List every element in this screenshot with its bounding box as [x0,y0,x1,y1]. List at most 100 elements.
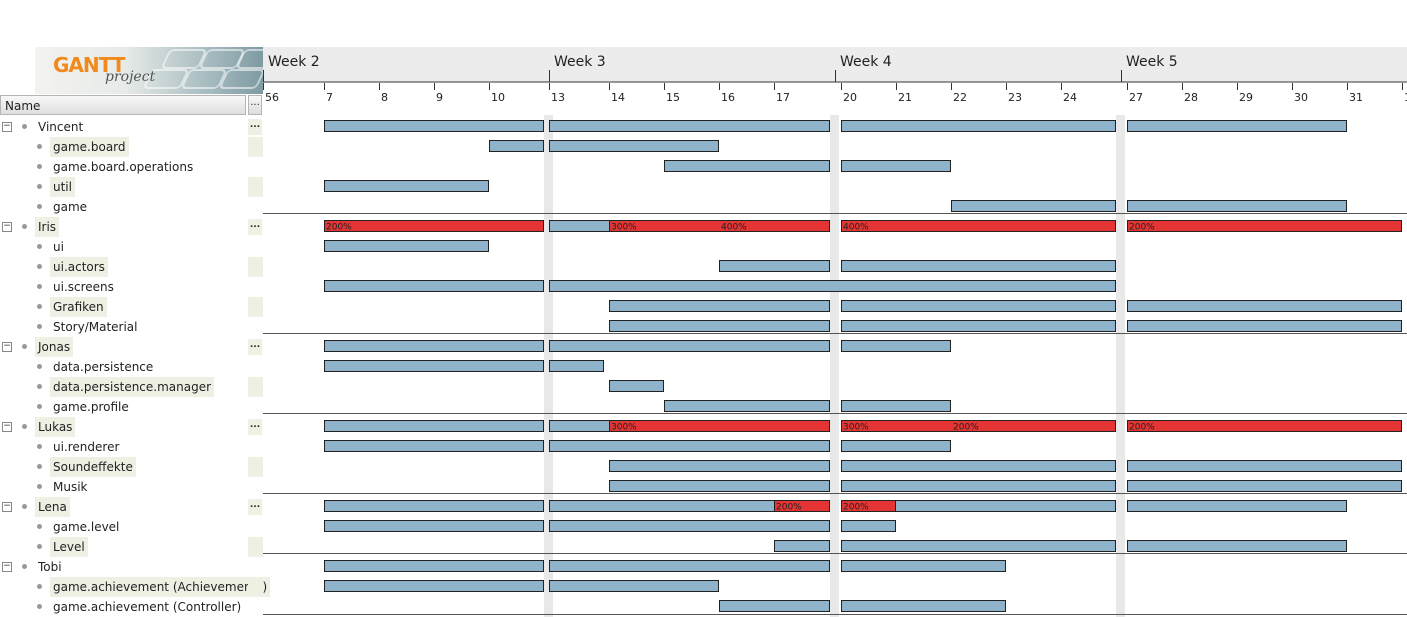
task-name[interactable]: Story/Material [53,320,138,334]
task-bar[interactable] [1127,320,1402,332]
task-bar[interactable] [609,320,830,332]
task-bar[interactable] [324,580,544,592]
task-bar[interactable] [324,280,544,292]
row-options-button[interactable]: ... [248,339,262,355]
task-bar[interactable] [324,420,544,432]
task-bar[interactable] [841,600,1006,612]
task-bar[interactable] [1127,540,1347,552]
task-name[interactable]: Jonas [35,337,74,357]
task-bar[interactable] [549,280,1116,292]
task-bar[interactable] [774,540,830,552]
row-options-button[interactable]: ... [248,119,262,135]
task-row[interactable]: game.achievement (Controller) [0,597,263,617]
task-bar[interactable] [549,340,830,352]
gantt-chart-area[interactable]: Week 2 Week 3 Week 4 Week 5 56 7 8 9 10 13 14 15 16 1… [263,0,1407,617]
task-bar[interactable] [719,600,830,612]
task-bar[interactable] [1127,480,1402,492]
task-name[interactable]: ui.actors [50,257,108,277]
task-bar[interactable] [841,540,1116,552]
column-options-button[interactable]: ... [248,95,262,115]
task-row[interactable]: data.persistence [0,357,263,377]
collapse-icon[interactable]: − [2,561,12,572]
collapse-icon[interactable]: − [2,341,12,352]
task-bar[interactable] [324,440,544,452]
collapse-icon[interactable]: − [2,221,12,232]
task-bar[interactable] [841,560,1006,572]
task-name[interactable]: Iris [35,217,60,237]
task-bar[interactable] [609,480,830,492]
task-bar[interactable] [1127,200,1347,212]
task-bar[interactable] [841,120,1116,132]
task-name[interactable]: Musik [53,480,88,494]
task-name[interactable]: game [53,200,88,214]
task-row[interactable]: game.achievement (Achievements) [0,577,271,597]
row-options-button[interactable]: ... [248,499,262,515]
task-bar[interactable] [609,300,830,312]
task-bar[interactable] [1127,500,1347,512]
task-row[interactable]: − Lena... [0,497,263,517]
task-bar[interactable] [841,460,1116,472]
task-row[interactable]: Grafiken [0,297,263,317]
task-bar[interactable] [664,160,830,172]
task-bar[interactable] [841,160,951,172]
task-bar[interactable] [841,440,951,452]
row-options-button[interactable]: ... [248,419,262,435]
task-bar[interactable] [549,360,604,372]
task-name[interactable]: game.board.operations [53,160,194,174]
task-name[interactable]: game.profile [53,400,129,414]
task-bar[interactable] [609,460,830,472]
task-bar[interactable] [489,140,544,152]
task-name[interactable]: util [50,177,75,197]
task-bar[interactable] [1127,120,1347,132]
task-name[interactable]: Lena [35,497,70,517]
task-row[interactable]: ui.actors [0,257,263,277]
task-bar[interactable] [549,560,830,572]
task-row[interactable]: − Jonas... [0,337,263,357]
task-name[interactable]: ui.renderer [53,440,120,454]
task-name[interactable]: Vincent [38,120,84,134]
task-row[interactable]: game.board [0,137,263,157]
task-row[interactable]: − Tobi [0,557,263,577]
row-options-button[interactable]: ... [248,219,262,235]
task-bar[interactable] [324,500,544,512]
task-bar[interactable] [324,520,544,532]
collapse-icon[interactable]: − [2,421,12,432]
task-name[interactable]: data.persistence [53,360,154,374]
task-name[interactable]: game.achievement (Controller) [53,600,242,614]
task-name[interactable]: Soundeffekte [50,457,136,477]
task-row[interactable]: ui [0,237,263,257]
task-bar[interactable] [324,180,489,192]
gantt-chart-svg[interactable]: Week 2 Week 3 Week 4 Week 5 56 7 8 9 10 13 14 15 16 1… [263,0,1407,617]
task-bar[interactable] [841,400,951,412]
task-row[interactable]: Musik [0,477,263,497]
task-bar[interactable] [549,140,719,152]
task-name[interactable]: Grafiken [50,297,107,317]
task-bar[interactable] [841,340,951,352]
task-bar[interactable] [841,320,1116,332]
task-bar[interactable] [324,240,489,252]
task-bar[interactable] [1127,460,1402,472]
task-row[interactable]: − Lukas... [0,417,263,437]
collapse-icon[interactable]: − [2,501,12,512]
task-bar[interactable] [549,520,830,532]
task-bar[interactable] [324,120,544,132]
task-name[interactable]: data.persistence.manager [50,377,215,397]
task-row[interactable]: game.level [0,517,263,537]
task-row[interactable]: game.board.operations [0,157,263,177]
task-name[interactable]: game.level [53,520,120,534]
task-name[interactable]: game.board [50,137,129,157]
task-bar[interactable] [549,440,830,452]
task-row[interactable]: ui.screens [0,277,263,297]
task-row[interactable]: util [0,177,263,197]
task-bar[interactable] [324,340,544,352]
task-name[interactable]: Lukas [35,417,76,437]
collapse-icon[interactable]: − [2,121,12,132]
task-row[interactable]: Story/Material [0,317,263,337]
task-row[interactable]: − Iris... [0,217,263,237]
task-bar[interactable] [549,120,830,132]
task-row[interactable]: game.profile [0,397,263,417]
task-name[interactable]: Level [50,537,88,557]
task-bar[interactable] [951,200,1116,212]
task-bar[interactable] [664,400,830,412]
task-row[interactable]: ui.renderer [0,437,263,457]
